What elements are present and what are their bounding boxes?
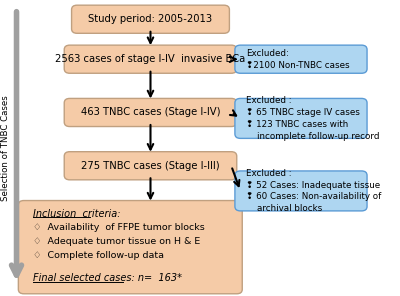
Text: 463 TNBC cases (Stage I-IV): 463 TNBC cases (Stage I-IV) [81, 107, 220, 118]
Text: Excluded:
❢2100 Non-TNBC cases: Excluded: ❢2100 Non-TNBC cases [246, 49, 350, 70]
FancyBboxPatch shape [235, 99, 367, 139]
Text: ♢  Adequate tumor tissue on H & E: ♢ Adequate tumor tissue on H & E [33, 237, 200, 246]
FancyBboxPatch shape [18, 201, 242, 294]
Text: Final selected cases: n=  163*: Final selected cases: n= 163* [33, 273, 182, 283]
Text: Study period: 2005-2013: Study period: 2005-2013 [88, 14, 212, 24]
Text: Selection of TNBC Cases: Selection of TNBC Cases [1, 95, 10, 201]
FancyBboxPatch shape [64, 45, 237, 73]
Text: Inclusion  criteria:: Inclusion criteria: [33, 209, 120, 219]
FancyBboxPatch shape [235, 45, 367, 73]
Text: ♢  Complete follow-up data: ♢ Complete follow-up data [33, 251, 164, 260]
Text: 2563 cases of stage I-IV  invasive BCa: 2563 cases of stage I-IV invasive BCa [55, 54, 246, 64]
Text: Excluded :
❢ 65 TNBC stage IV cases
❢ 123 TNBC cases with
    incomplete follow-: Excluded : ❢ 65 TNBC stage IV cases ❢ 12… [246, 96, 380, 141]
FancyBboxPatch shape [235, 171, 367, 211]
FancyBboxPatch shape [64, 99, 237, 127]
FancyBboxPatch shape [72, 5, 230, 33]
Text: ♢  Availability  of FFPE tumor blocks: ♢ Availability of FFPE tumor blocks [33, 223, 205, 232]
FancyBboxPatch shape [64, 152, 237, 180]
Text: 275 TNBC cases (Stage I-III): 275 TNBC cases (Stage I-III) [81, 161, 220, 171]
Text: Excluded :
❢ 52 Cases: Inadequate tissue
❢ 60 Cases: Non-availability of
    arc: Excluded : ❢ 52 Cases: Inadequate tissue… [246, 169, 381, 213]
